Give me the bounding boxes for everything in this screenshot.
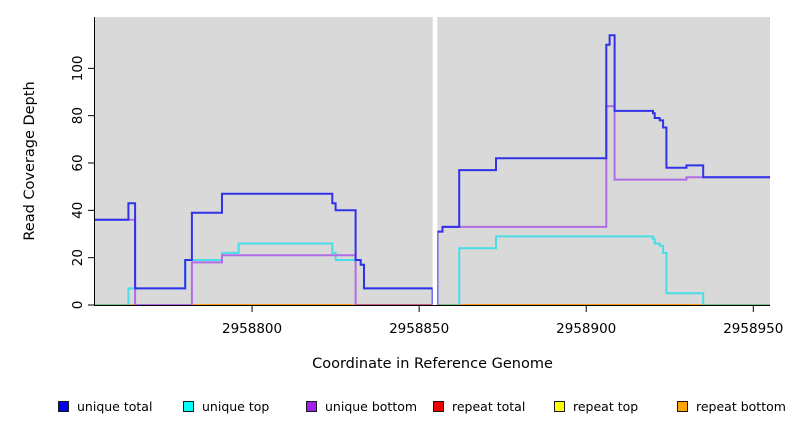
- legend-swatch-repeat-total: [433, 400, 444, 412]
- series-line-unique-top: [458, 235, 705, 305]
- legend-label: unique bottom: [325, 398, 418, 414]
- y-tick-label: 60: [70, 154, 86, 171]
- x-axis-title: Coordinate in Reference Genome: [312, 356, 553, 372]
- x-tick-label: 2958800: [222, 321, 282, 337]
- legend-item-unique-bottom: unique bottom: [306, 398, 417, 414]
- legend-item-repeat-total: repeat total: [433, 398, 525, 414]
- legend-item-repeat-top: repeat top: [554, 398, 638, 414]
- legend-swatch-repeat-bottom: [677, 400, 688, 412]
- y-tick-label: 80: [70, 107, 86, 124]
- legend: unique total unique top unique bottom repea…: [0, 398, 792, 422]
- y-tick-label: 40: [70, 202, 86, 219]
- legend-item-unique-top: unique top: [183, 398, 269, 414]
- legend-swatch-unique-bottom: [306, 400, 317, 412]
- legend-item-repeat-bottom: repeat bottom: [677, 398, 786, 414]
- legend-label: repeat top: [573, 398, 639, 414]
- x-tick-label: 2958950: [723, 321, 783, 337]
- legend-item-unique-total: unique total: [58, 398, 152, 414]
- series-line-unique-total: [436, 34, 770, 305]
- x-tick-label: 2958850: [389, 321, 449, 337]
- legend-swatch-unique-total: [58, 400, 69, 412]
- legend-swatch-unique-top: [183, 400, 194, 412]
- legend-swatch-repeat-top: [554, 400, 565, 412]
- y-tick-label: 0: [70, 301, 86, 310]
- y-axis-title: Read Coverage Depth: [22, 81, 38, 241]
- legend-label: unique total: [77, 398, 153, 414]
- legend-label: repeat total: [452, 398, 526, 414]
- y-tick-label: 20: [70, 249, 86, 266]
- coverage-gap-band: [432, 16, 438, 306]
- plot-background: [95, 17, 770, 305]
- y-tick-label: 100: [70, 55, 86, 81]
- series-line-unique-total: [95, 192, 434, 305]
- legend-label: repeat bottom: [696, 398, 786, 414]
- x-tick-label: 2958900: [556, 321, 616, 337]
- legend-label: unique top: [202, 398, 270, 414]
